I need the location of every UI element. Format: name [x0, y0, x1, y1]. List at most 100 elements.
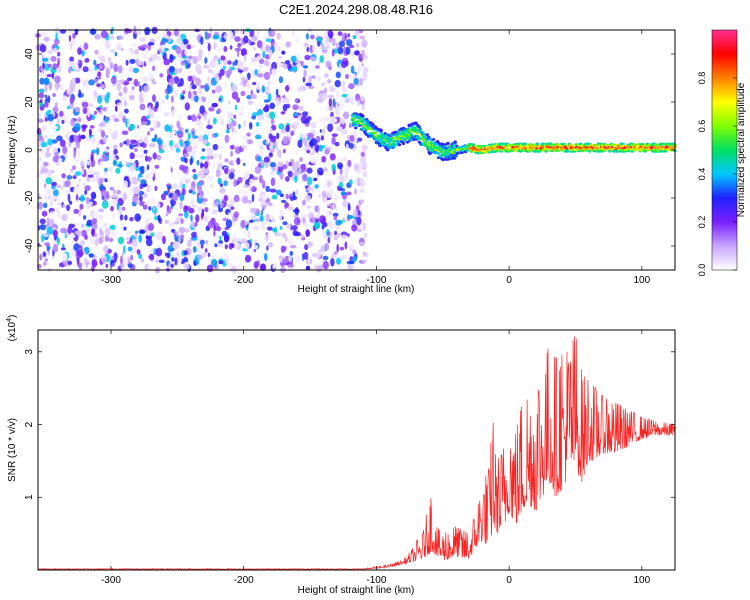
- spectrogram-cell: [212, 153, 219, 158]
- spectrogram-x-ticks: -300 -200 -100 0 100: [101, 30, 651, 286]
- spectrogram-cell: [123, 86, 128, 94]
- spectrogram-cell: [137, 137, 144, 144]
- spectrogram-cell: [309, 140, 314, 148]
- spectrogram-cell: [324, 124, 328, 129]
- spectrogram-cell: [52, 93, 56, 97]
- spectrogram-cell: [116, 82, 122, 92]
- spectrogram-cell: [130, 254, 134, 261]
- spectrogram-cell: [241, 145, 248, 149]
- snr-scale-label: (x104): [6, 315, 18, 342]
- spectrogram-cell: [168, 66, 175, 73]
- spectrogram-cell: [294, 231, 301, 237]
- spectrogram-cell: [150, 232, 155, 237]
- spectrogram-cell: [121, 130, 129, 136]
- colorbar-tick-label: 0.2: [697, 216, 707, 229]
- spectrogram-cell: [362, 71, 368, 78]
- spectrogram-cell: [187, 132, 191, 140]
- spectrogram-cell: [169, 54, 174, 63]
- spectrogram-cell: [239, 28, 247, 36]
- spectrogram-cell: [36, 201, 41, 210]
- spectrogram-cell: [240, 219, 246, 229]
- spectrogram-cell: [223, 167, 229, 175]
- spectrogram-cell: [322, 92, 327, 101]
- spectrogram-cell: [207, 42, 211, 52]
- spectrogram-cell: [124, 28, 131, 33]
- spectrogram-cell: [214, 243, 218, 248]
- spectrogram-cell: [139, 96, 145, 104]
- spectrogram-cell: [250, 207, 257, 214]
- spectrogram-cell: [215, 76, 220, 82]
- spectrogram-cell: [213, 55, 219, 62]
- spectrogram-cell: [69, 41, 73, 50]
- spectrogram-cell: [165, 94, 169, 100]
- spectrogram-cell: [187, 75, 193, 82]
- spectrogram-cell: [391, 136, 395, 140]
- spectrogram-cell: [301, 173, 308, 182]
- spectrogram-cell: [294, 207, 299, 216]
- spectrogram-cell: [38, 92, 45, 99]
- spectrogram-cell: [327, 79, 332, 84]
- spectrogram-cell: [111, 132, 118, 140]
- spectrogram-cell: [250, 93, 257, 100]
- spectrogram-cell: [110, 205, 114, 212]
- spectrogram-cell: [315, 65, 320, 69]
- spectrogram-cell: [94, 65, 98, 71]
- spectrogram-cell: [144, 48, 149, 55]
- spectrogram-cell: [223, 234, 230, 243]
- spectrogram-cell: [261, 192, 268, 201]
- spectrogram-cell: [196, 248, 203, 255]
- spectrogram-cell: [84, 234, 88, 240]
- spectrogram-cell: [197, 184, 203, 193]
- spectrogram-cell: [125, 161, 131, 166]
- spectrogram-cell: [122, 180, 129, 189]
- spectrogram-cell: [193, 143, 197, 149]
- spectrogram-cell: [281, 232, 287, 238]
- y-tick-label: 2: [24, 421, 35, 427]
- spectrogram-cell: [154, 164, 160, 169]
- spectrogram-cell: [114, 52, 118, 57]
- spectrogram-cell: [157, 202, 161, 209]
- spectrogram-cell: [56, 213, 62, 218]
- spectrogram-cell: [228, 172, 235, 180]
- spectrogram-cell: [108, 154, 114, 161]
- spectrogram-cell: [178, 67, 183, 73]
- spectrogram-cell: [211, 209, 219, 215]
- spectrogram-cell: [247, 100, 253, 105]
- spectrogram-cell: [44, 84, 48, 93]
- spectrogram-cell: [146, 164, 150, 171]
- spectrogram-cell: [333, 48, 339, 54]
- spectrogram-cell: [219, 187, 226, 194]
- spectrogram-cell: [46, 73, 53, 78]
- spectrogram-cell: [510, 144, 514, 147]
- spectrogram-cell: [74, 171, 82, 176]
- spectrogram-cell: [251, 214, 256, 221]
- spectrogram-cell: [285, 193, 289, 200]
- spectrogram-cell: [68, 35, 72, 42]
- spectrogram-cell: [142, 76, 149, 83]
- spectrogram-cell: [170, 124, 174, 129]
- spectrogram-cell: [105, 67, 111, 76]
- spectrogram-cell: [251, 56, 258, 63]
- spectrogram-cell: [95, 114, 100, 119]
- spectrogram-cell: [272, 262, 276, 270]
- spectrogram-cell: [281, 99, 288, 104]
- spectrogram-cell: [72, 32, 76, 39]
- spectrogram-cell: [78, 133, 81, 143]
- y-tick-label: 20: [24, 96, 35, 108]
- spectrogram-cell: [237, 69, 244, 73]
- spectrogram-cell: [271, 61, 278, 71]
- spectrogram-cell: [62, 243, 65, 249]
- spectrogram-cell: [103, 136, 107, 144]
- spectrogram-cell: [83, 42, 89, 51]
- spectrogram-cell: [138, 177, 144, 181]
- spectrogram-cell: [145, 235, 149, 239]
- spectrogram-cell: [334, 194, 338, 202]
- spectrogram-cell: [43, 261, 47, 267]
- spectrogram-cell: [265, 185, 271, 193]
- spectrogram-cell: [158, 48, 162, 53]
- spectrogram-cell: [275, 146, 279, 151]
- spectrogram-cell: [51, 139, 58, 144]
- spectrogram-cell: [227, 112, 234, 119]
- spectrogram-cell: [303, 251, 309, 260]
- spectrogram-cell: [353, 220, 357, 225]
